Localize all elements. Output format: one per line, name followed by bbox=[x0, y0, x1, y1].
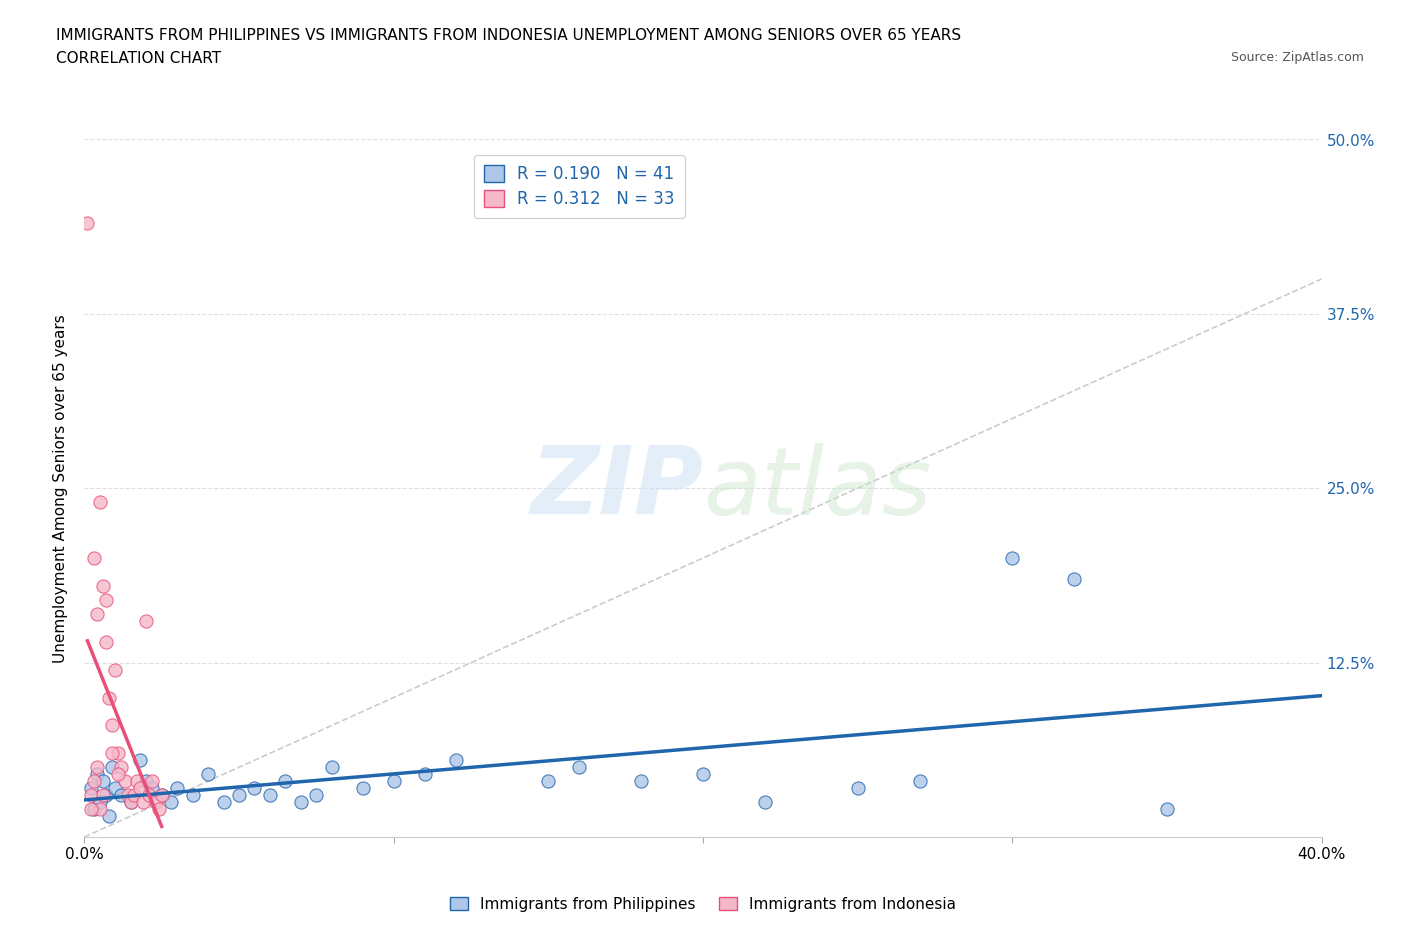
Point bbox=[104, 781, 127, 796]
Text: Source: ZipAtlas.com: Source: ZipAtlas.com bbox=[1230, 51, 1364, 64]
Point bbox=[321, 760, 343, 775]
Point bbox=[79, 781, 101, 796]
Point bbox=[101, 746, 124, 761]
Point bbox=[135, 614, 157, 629]
Point bbox=[104, 662, 127, 677]
Point bbox=[259, 788, 281, 803]
Point bbox=[89, 794, 111, 809]
Point bbox=[1001, 551, 1024, 565]
Point bbox=[91, 774, 114, 789]
Point bbox=[150, 788, 173, 803]
Point bbox=[117, 788, 139, 803]
Point bbox=[692, 766, 714, 781]
Legend: Immigrants from Philippines, Immigrants from Indonesia: Immigrants from Philippines, Immigrants … bbox=[444, 890, 962, 918]
Point bbox=[132, 794, 155, 809]
Point bbox=[86, 766, 108, 781]
Point bbox=[107, 766, 129, 781]
Point bbox=[129, 753, 152, 768]
Point bbox=[122, 788, 145, 803]
Point bbox=[197, 766, 219, 781]
Point bbox=[101, 718, 124, 733]
Point bbox=[228, 788, 250, 803]
Point bbox=[145, 794, 167, 809]
Point bbox=[413, 766, 436, 781]
Point bbox=[110, 788, 132, 803]
Point bbox=[94, 788, 117, 803]
Legend: R = 0.190   N = 41, R = 0.312   N = 33: R = 0.190 N = 41, R = 0.312 N = 33 bbox=[474, 154, 685, 218]
Point bbox=[107, 746, 129, 761]
Point bbox=[305, 788, 328, 803]
Point bbox=[212, 794, 235, 809]
Point bbox=[76, 216, 98, 231]
Point bbox=[110, 760, 132, 775]
Point bbox=[120, 794, 142, 809]
Point bbox=[181, 788, 204, 803]
Point bbox=[1063, 571, 1085, 587]
Point bbox=[166, 781, 188, 796]
Point bbox=[141, 774, 163, 789]
Point bbox=[754, 794, 776, 809]
Text: CORRELATION CHART: CORRELATION CHART bbox=[56, 51, 221, 66]
Point bbox=[129, 781, 152, 796]
Point bbox=[83, 802, 105, 817]
Point bbox=[846, 781, 869, 796]
Point bbox=[89, 802, 111, 817]
Point bbox=[114, 774, 136, 789]
Point bbox=[568, 760, 591, 775]
Point bbox=[243, 781, 266, 796]
Point bbox=[91, 578, 114, 593]
Point bbox=[150, 788, 173, 803]
Point bbox=[537, 774, 560, 789]
Point bbox=[908, 774, 931, 789]
Point bbox=[98, 809, 121, 824]
Point bbox=[135, 774, 157, 789]
Point bbox=[125, 774, 148, 789]
Point bbox=[148, 802, 170, 817]
Point bbox=[274, 774, 297, 789]
Point bbox=[352, 781, 374, 796]
Point bbox=[83, 551, 105, 565]
Text: atlas: atlas bbox=[703, 443, 931, 534]
Point bbox=[120, 794, 142, 809]
Point bbox=[79, 802, 101, 817]
Point bbox=[141, 781, 163, 796]
Text: ZIP: ZIP bbox=[530, 443, 703, 534]
Point bbox=[138, 788, 160, 803]
Point bbox=[89, 495, 111, 510]
Point bbox=[290, 794, 312, 809]
Y-axis label: Unemployment Among Seniors over 65 years: Unemployment Among Seniors over 65 years bbox=[53, 314, 69, 662]
Point bbox=[83, 774, 105, 789]
Point bbox=[79, 788, 101, 803]
Point bbox=[444, 753, 467, 768]
Point bbox=[101, 760, 124, 775]
Point bbox=[94, 592, 117, 607]
Point bbox=[94, 634, 117, 649]
Point bbox=[86, 606, 108, 621]
Point bbox=[382, 774, 405, 789]
Point bbox=[630, 774, 652, 789]
Point bbox=[86, 760, 108, 775]
Point bbox=[160, 794, 183, 809]
Point bbox=[1156, 802, 1178, 817]
Point bbox=[91, 788, 114, 803]
Text: IMMIGRANTS FROM PHILIPPINES VS IMMIGRANTS FROM INDONESIA UNEMPLOYMENT AMONG SENI: IMMIGRANTS FROM PHILIPPINES VS IMMIGRANT… bbox=[56, 28, 962, 43]
Point bbox=[98, 690, 121, 705]
